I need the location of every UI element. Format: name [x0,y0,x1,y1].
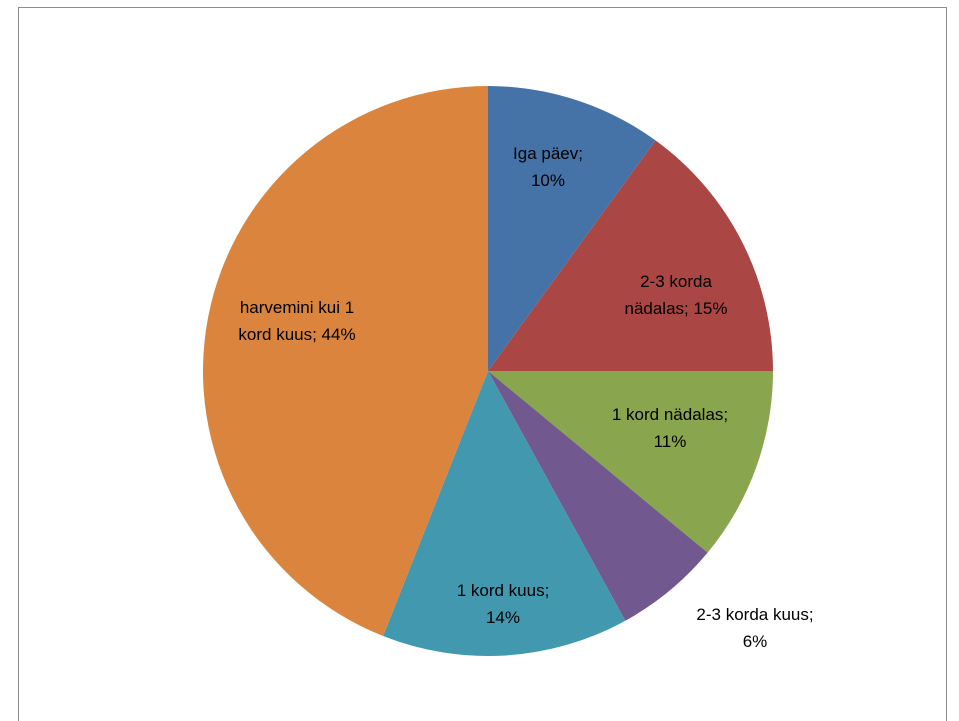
pie-slice [488,86,656,371]
pie-slice [488,371,773,553]
pie-slice [383,371,626,656]
data-label: harvemini kui 1 kord kuus; 44% [238,298,356,344]
pie-slice [202,86,489,636]
data-label: 1 kord nädalas; 11% [611,405,729,451]
data-label: 1 kord kuus; 14% [456,581,550,627]
pie-slice [488,140,773,371]
data-label: 2-3 korda kuus; 6% [696,605,814,651]
data-label: Iga päev; 10% [513,144,583,190]
data-label: 2-3 korda nädalas; 15% [624,272,728,318]
pie-slice [488,371,708,621]
